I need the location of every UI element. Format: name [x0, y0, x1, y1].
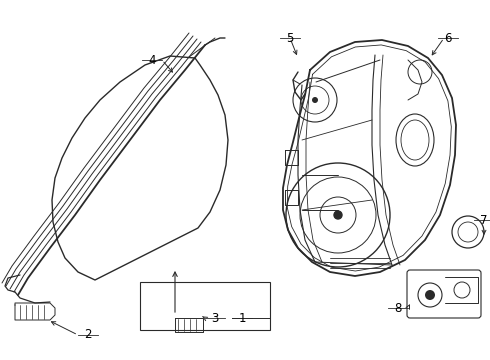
Text: 8: 8 [394, 302, 402, 315]
Bar [140, 282, 270, 330]
FancyBboxPatch shape [407, 270, 481, 318]
Text: 3: 3 [211, 311, 219, 324]
Text: 1: 1 [238, 311, 246, 324]
Text: 7: 7 [480, 213, 488, 226]
Text: 2: 2 [84, 328, 92, 342]
Text: 5: 5 [286, 31, 294, 45]
Circle shape [425, 290, 435, 300]
Circle shape [312, 97, 318, 103]
Text: 6: 6 [444, 31, 452, 45]
Circle shape [334, 211, 342, 219]
Text: 4: 4 [148, 54, 156, 67]
